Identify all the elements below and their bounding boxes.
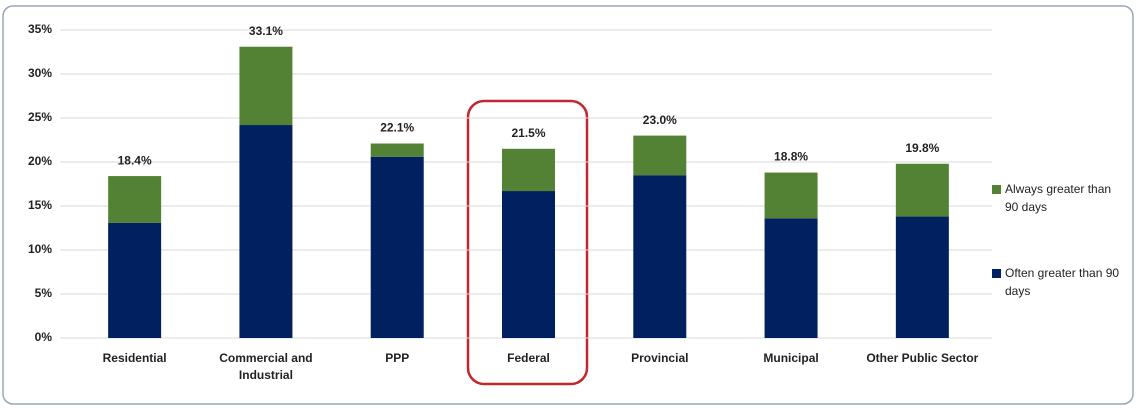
total-label: 23.0%: [643, 113, 677, 127]
x-tick-label: Municipal: [763, 351, 819, 365]
legend-label: Often greater than 90 days: [1005, 266, 1120, 298]
x-tick-label: PPP: [385, 351, 410, 365]
bar-segment: [239, 46, 293, 126]
x-tick-label: Provincial: [631, 351, 689, 365]
y-tick-label: 20%: [28, 154, 52, 168]
total-label: 18.8%: [774, 150, 808, 164]
bar-segment: [633, 175, 687, 338]
y-tick-label: 30%: [28, 66, 52, 80]
total-label: 22.1%: [380, 121, 414, 135]
y-tick-label: 15%: [28, 198, 52, 212]
x-tick-label: Residential: [102, 351, 167, 365]
y-tick-label: 35%: [28, 22, 52, 36]
legend-swatch: [992, 185, 1001, 194]
bar-segment: [895, 163, 949, 217]
x-tick-label: Commercial and Industrial: [219, 351, 313, 382]
y-tick-label: 5%: [35, 286, 53, 300]
total-label: 18.4%: [118, 153, 152, 167]
bar-segment: [764, 218, 818, 338]
bar-segment: [108, 176, 162, 223]
bar-segment: [370, 156, 424, 338]
highlight-box: [466, 99, 589, 386]
total-label: 19.8%: [905, 141, 939, 155]
total-label: 21.5%: [511, 126, 545, 140]
x-tick-label: Federal: [507, 351, 550, 365]
bar-segment: [370, 143, 424, 157]
y-tick-label: 0%: [35, 330, 53, 344]
bar-segment: [895, 216, 949, 338]
bar-segment: [502, 148, 555, 192]
bar-segment: [108, 222, 162, 338]
y-tick-label: 25%: [28, 110, 52, 124]
frame: [2, 5, 1134, 405]
y-tick-label: 10%: [28, 242, 52, 256]
x-tick-label: Other Public Sector: [866, 351, 979, 365]
total-label: 33.1%: [249, 24, 283, 38]
legend-swatch: [992, 269, 1001, 278]
legend-label: Always greater than 90 days: [1005, 182, 1112, 214]
bar-segment: [633, 135, 687, 176]
bar-segment: [502, 191, 555, 338]
bar-segment: [239, 125, 293, 338]
bar-segment: [764, 172, 818, 219]
